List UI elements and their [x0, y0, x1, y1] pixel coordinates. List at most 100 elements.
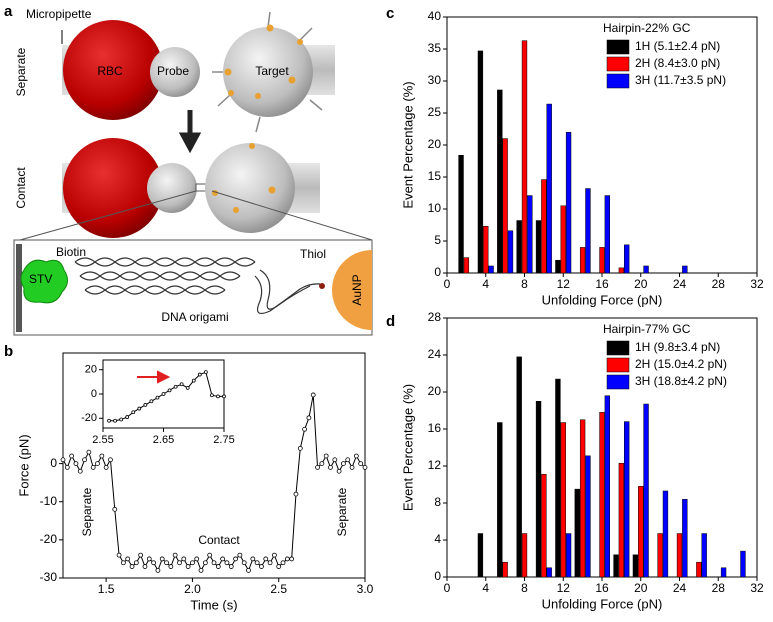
point — [161, 392, 166, 396]
bar — [502, 561, 508, 578]
point — [133, 560, 139, 566]
point — [119, 417, 124, 422]
point — [95, 461, 100, 466]
point — [181, 556, 187, 562]
x-tick-label: 32 — [750, 581, 764, 595]
bar — [624, 421, 630, 578]
label: Biotin — [56, 245, 86, 259]
point — [241, 560, 247, 566]
panel-label: a — [4, 3, 13, 20]
y-tick-label: -20 — [40, 532, 58, 546]
chart-title: Hairpin-77% GC — [603, 322, 691, 336]
y-tick-label: 4 — [434, 532, 441, 546]
label: Contact — [14, 167, 28, 209]
point — [151, 560, 157, 566]
y-axis-label: Event Percentage (%) — [400, 81, 415, 208]
zoom-box — [13, 239, 373, 336]
y-tick-label: 25 — [428, 105, 442, 119]
point — [185, 386, 190, 390]
point — [276, 564, 282, 569]
bar — [560, 422, 566, 578]
y-tick-label: -10 — [40, 494, 58, 508]
x-tick-label: 1.5 — [98, 582, 115, 596]
x-tick-label: 20 — [634, 277, 648, 291]
x-tick-label: 32 — [750, 277, 764, 291]
point — [228, 564, 234, 569]
legend-label: 1H (5.1±2.4 pN) — [635, 39, 720, 53]
point — [233, 556, 238, 562]
point — [194, 556, 200, 562]
chart-title: Hairpin-22% GC — [603, 21, 691, 35]
thiol — [319, 283, 325, 289]
y-axis-label: Force (pN) — [16, 434, 31, 496]
point — [220, 556, 226, 562]
rbc — [63, 138, 163, 238]
point — [108, 457, 113, 463]
bar — [565, 131, 572, 274]
point — [271, 552, 277, 558]
bar — [638, 486, 644, 578]
bar — [682, 499, 688, 578]
point — [113, 418, 117, 423]
bar — [477, 533, 484, 578]
point — [207, 552, 213, 558]
x-tick-label: 16 — [595, 581, 609, 595]
point — [149, 399, 154, 404]
point — [82, 457, 87, 463]
point — [107, 418, 111, 423]
point — [302, 426, 308, 432]
x-tick-label: 2.5 — [270, 582, 287, 596]
point — [173, 384, 178, 389]
point — [198, 567, 204, 573]
point — [179, 382, 184, 387]
point — [267, 560, 273, 566]
bar — [579, 419, 586, 578]
label: DNA origami — [161, 310, 228, 324]
label: Probe — [157, 64, 189, 78]
point — [280, 560, 286, 566]
bar — [599, 412, 605, 578]
point — [90, 465, 96, 470]
target — [205, 143, 295, 233]
bar — [541, 474, 547, 578]
point — [349, 465, 355, 470]
bar — [599, 247, 605, 274]
bar — [662, 490, 669, 578]
bar — [579, 247, 586, 274]
annotation: Separate — [335, 487, 349, 536]
x-tick-label: 20 — [634, 581, 648, 595]
bar — [497, 89, 503, 274]
point — [336, 468, 342, 474]
point — [310, 392, 316, 398]
x-tick-label: 4 — [482, 277, 489, 291]
bar — [458, 154, 464, 274]
bar — [696, 561, 702, 578]
x-tick-label: 4 — [482, 581, 489, 595]
bar — [516, 356, 522, 578]
point — [155, 567, 161, 573]
y-tick-label: -20 — [81, 412, 97, 424]
point — [216, 394, 220, 399]
x-tick-label: 24 — [673, 581, 687, 595]
bar — [502, 138, 508, 274]
point — [358, 461, 364, 466]
point — [328, 465, 333, 470]
point — [64, 465, 70, 470]
point — [293, 491, 299, 497]
bar — [720, 567, 727, 578]
point — [172, 552, 178, 558]
arrow — [137, 370, 171, 384]
point — [129, 564, 135, 569]
bar — [643, 403, 649, 578]
y-tick-label: 0 — [434, 265, 441, 279]
y-tick-label: 8 — [434, 495, 441, 509]
bar — [632, 554, 639, 578]
point — [254, 560, 260, 566]
point — [164, 560, 169, 566]
bar — [535, 401, 542, 578]
y-tick-label: 0 — [434, 569, 441, 583]
point — [197, 372, 202, 377]
point — [345, 457, 351, 463]
bar — [497, 422, 503, 578]
target-spikes — [212, 11, 323, 133]
